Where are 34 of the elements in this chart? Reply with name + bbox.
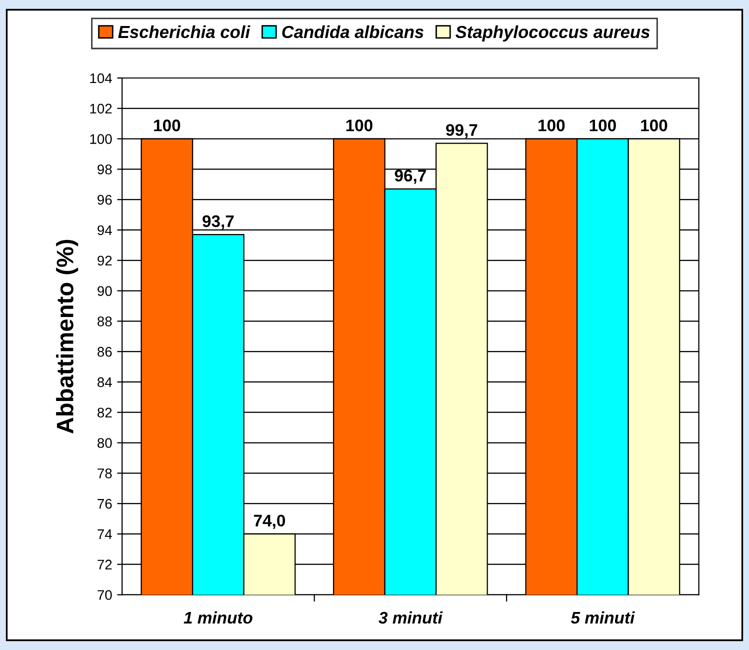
y-tick-label: 92 bbox=[98, 256, 112, 266]
data-label: 96,7 bbox=[394, 170, 426, 184]
legend-label: Candida albicans bbox=[282, 25, 424, 38]
x-tick-label: 1 minuto bbox=[184, 611, 252, 624]
y-tick-label: 96 bbox=[98, 194, 112, 205]
y-tick-label: 100 bbox=[90, 134, 112, 144]
y-tick-label: 82 bbox=[98, 408, 112, 418]
y-tick-label: 86 bbox=[98, 346, 112, 357]
data-label: 99,7 bbox=[446, 124, 478, 138]
y-tick-label: 98 bbox=[98, 164, 112, 174]
data-label: 93,7 bbox=[202, 215, 234, 230]
y-tick-label: 80 bbox=[98, 438, 112, 448]
legend-label: Staphylococcus aureus bbox=[456, 25, 650, 42]
data-label: 100 bbox=[346, 120, 372, 132]
x-tick-label: 5 minuti bbox=[570, 611, 635, 624]
y-tick-label: 102 bbox=[90, 104, 112, 114]
data-label: 100 bbox=[590, 120, 616, 132]
data-label: 100 bbox=[154, 120, 180, 132]
legend-label: Escherichia coli bbox=[118, 25, 250, 38]
y-axis-title: Abbattimento (%) bbox=[56, 240, 78, 434]
x-tick-label: 3 minuti bbox=[378, 611, 443, 624]
data-label: 100 bbox=[641, 120, 668, 132]
data-label: 100 bbox=[538, 120, 565, 132]
y-tick-label: 76 bbox=[98, 498, 112, 509]
y-tick-label: 104 bbox=[90, 73, 112, 84]
y-tick-label: 70 bbox=[98, 590, 112, 600]
y-tick-label: 94 bbox=[98, 225, 112, 236]
y-tick-label: 74 bbox=[98, 529, 112, 539]
data-label: 74,0 bbox=[254, 514, 286, 529]
y-tick-label: 88 bbox=[98, 316, 112, 326]
y-tick-label: 78 bbox=[98, 468, 112, 478]
y-tick-label: 90 bbox=[98, 286, 112, 296]
y-tick-label: 84 bbox=[98, 377, 112, 388]
y-tick-label: 72 bbox=[98, 560, 112, 570]
